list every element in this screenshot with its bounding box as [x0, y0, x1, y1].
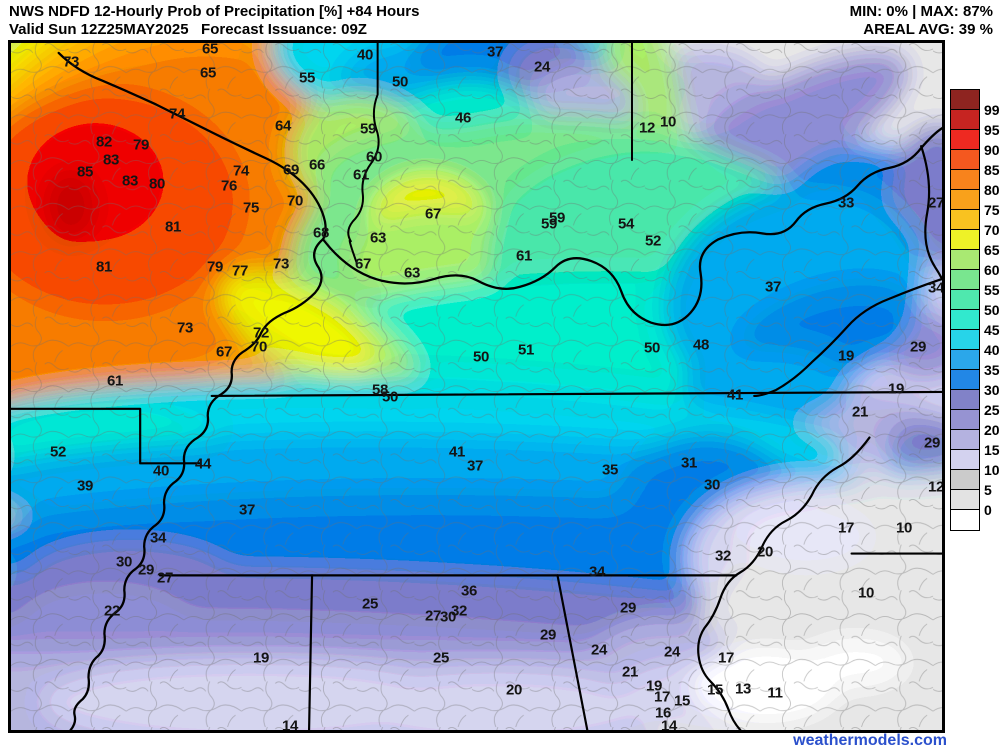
colorbar-swatch	[951, 190, 979, 210]
colorbar-swatch	[951, 430, 979, 450]
colorbar-swatch	[951, 490, 979, 510]
colorbar-swatch	[951, 90, 979, 110]
colorbar-swatch	[951, 110, 979, 130]
header: NWS NDFD 12-Hourly Prob of Precipitation…	[0, 0, 1000, 40]
colorbar-tick: 25	[984, 402, 1000, 418]
colorbar-swatch	[951, 150, 979, 170]
min-max-stat: MIN: 0% | MAX: 87%	[849, 3, 993, 20]
colorbar	[950, 89, 980, 531]
colorbar-tick: 99	[984, 102, 1000, 118]
header-stats: MIN: 0% | MAX: 87% AREAL AVG: 39 %	[850, 3, 993, 39]
colorbar-swatch	[951, 130, 979, 150]
watermark-link[interactable]: weathermodels.com	[793, 732, 947, 749]
county-lines	[11, 43, 942, 730]
colorbar-swatch	[951, 370, 979, 390]
colorbar-swatch	[951, 270, 979, 290]
colorbar-tick: 75	[984, 202, 1000, 218]
colorbar-swatch	[951, 170, 979, 190]
precip-map: 73 65 65 55 40 37 24 50 46 74 64 12 10 82 79 83 85 83 80 74…	[8, 40, 945, 733]
areal-avg-stat: AREAL AVG: 39 %	[863, 21, 993, 38]
colorbar-tick: 10	[984, 462, 1000, 478]
colorbar-swatch	[951, 350, 979, 370]
colorbar-tick: 40	[984, 342, 1000, 358]
state-borders	[11, 43, 942, 730]
colorbar-swatch	[951, 390, 979, 410]
colorbar-tick: 70	[984, 222, 1000, 238]
colorbar-tick: 45	[984, 322, 1000, 338]
colorbar-swatch	[951, 250, 979, 270]
colorbar-tick: 20	[984, 422, 1000, 438]
colorbar-swatch	[951, 290, 979, 310]
colorbar-tick: 80	[984, 182, 1000, 198]
colorbar-swatch	[951, 330, 979, 350]
map-title: NWS NDFD 12-Hourly Prob of Precipitation…	[9, 3, 420, 20]
header-titles: NWS NDFD 12-Hourly Prob of Precipitation…	[9, 3, 419, 39]
colorbar-swatch	[951, 470, 979, 490]
colorbar-swatch	[951, 310, 979, 330]
colorbar-swatch	[951, 410, 979, 430]
colorbar-tick: 65	[984, 242, 1000, 258]
colorbar-tick: 85	[984, 162, 1000, 178]
valid-time: Valid Sun 12Z25MAY2025 Forecast Issuance…	[9, 21, 367, 38]
colorbar-tick: 30	[984, 382, 1000, 398]
colorbar-tick: 95	[984, 122, 1000, 138]
colorbar-tick: 50	[984, 302, 1000, 318]
colorbar-swatch	[951, 510, 979, 530]
colorbar-swatch	[951, 230, 979, 250]
colorbar-tick: 5	[984, 482, 992, 498]
colorbar-tick: 0	[984, 502, 992, 518]
colorbar-swatch	[951, 450, 979, 470]
colorbar-swatch	[951, 210, 979, 230]
colorbar-tick: 90	[984, 142, 1000, 158]
colorbar-tick: 35	[984, 362, 1000, 378]
colorbar-tick: 60	[984, 262, 1000, 278]
precip-map-canvas	[11, 43, 942, 730]
colorbar-tick: 55	[984, 282, 1000, 298]
colorbar-tick: 15	[984, 442, 1000, 458]
